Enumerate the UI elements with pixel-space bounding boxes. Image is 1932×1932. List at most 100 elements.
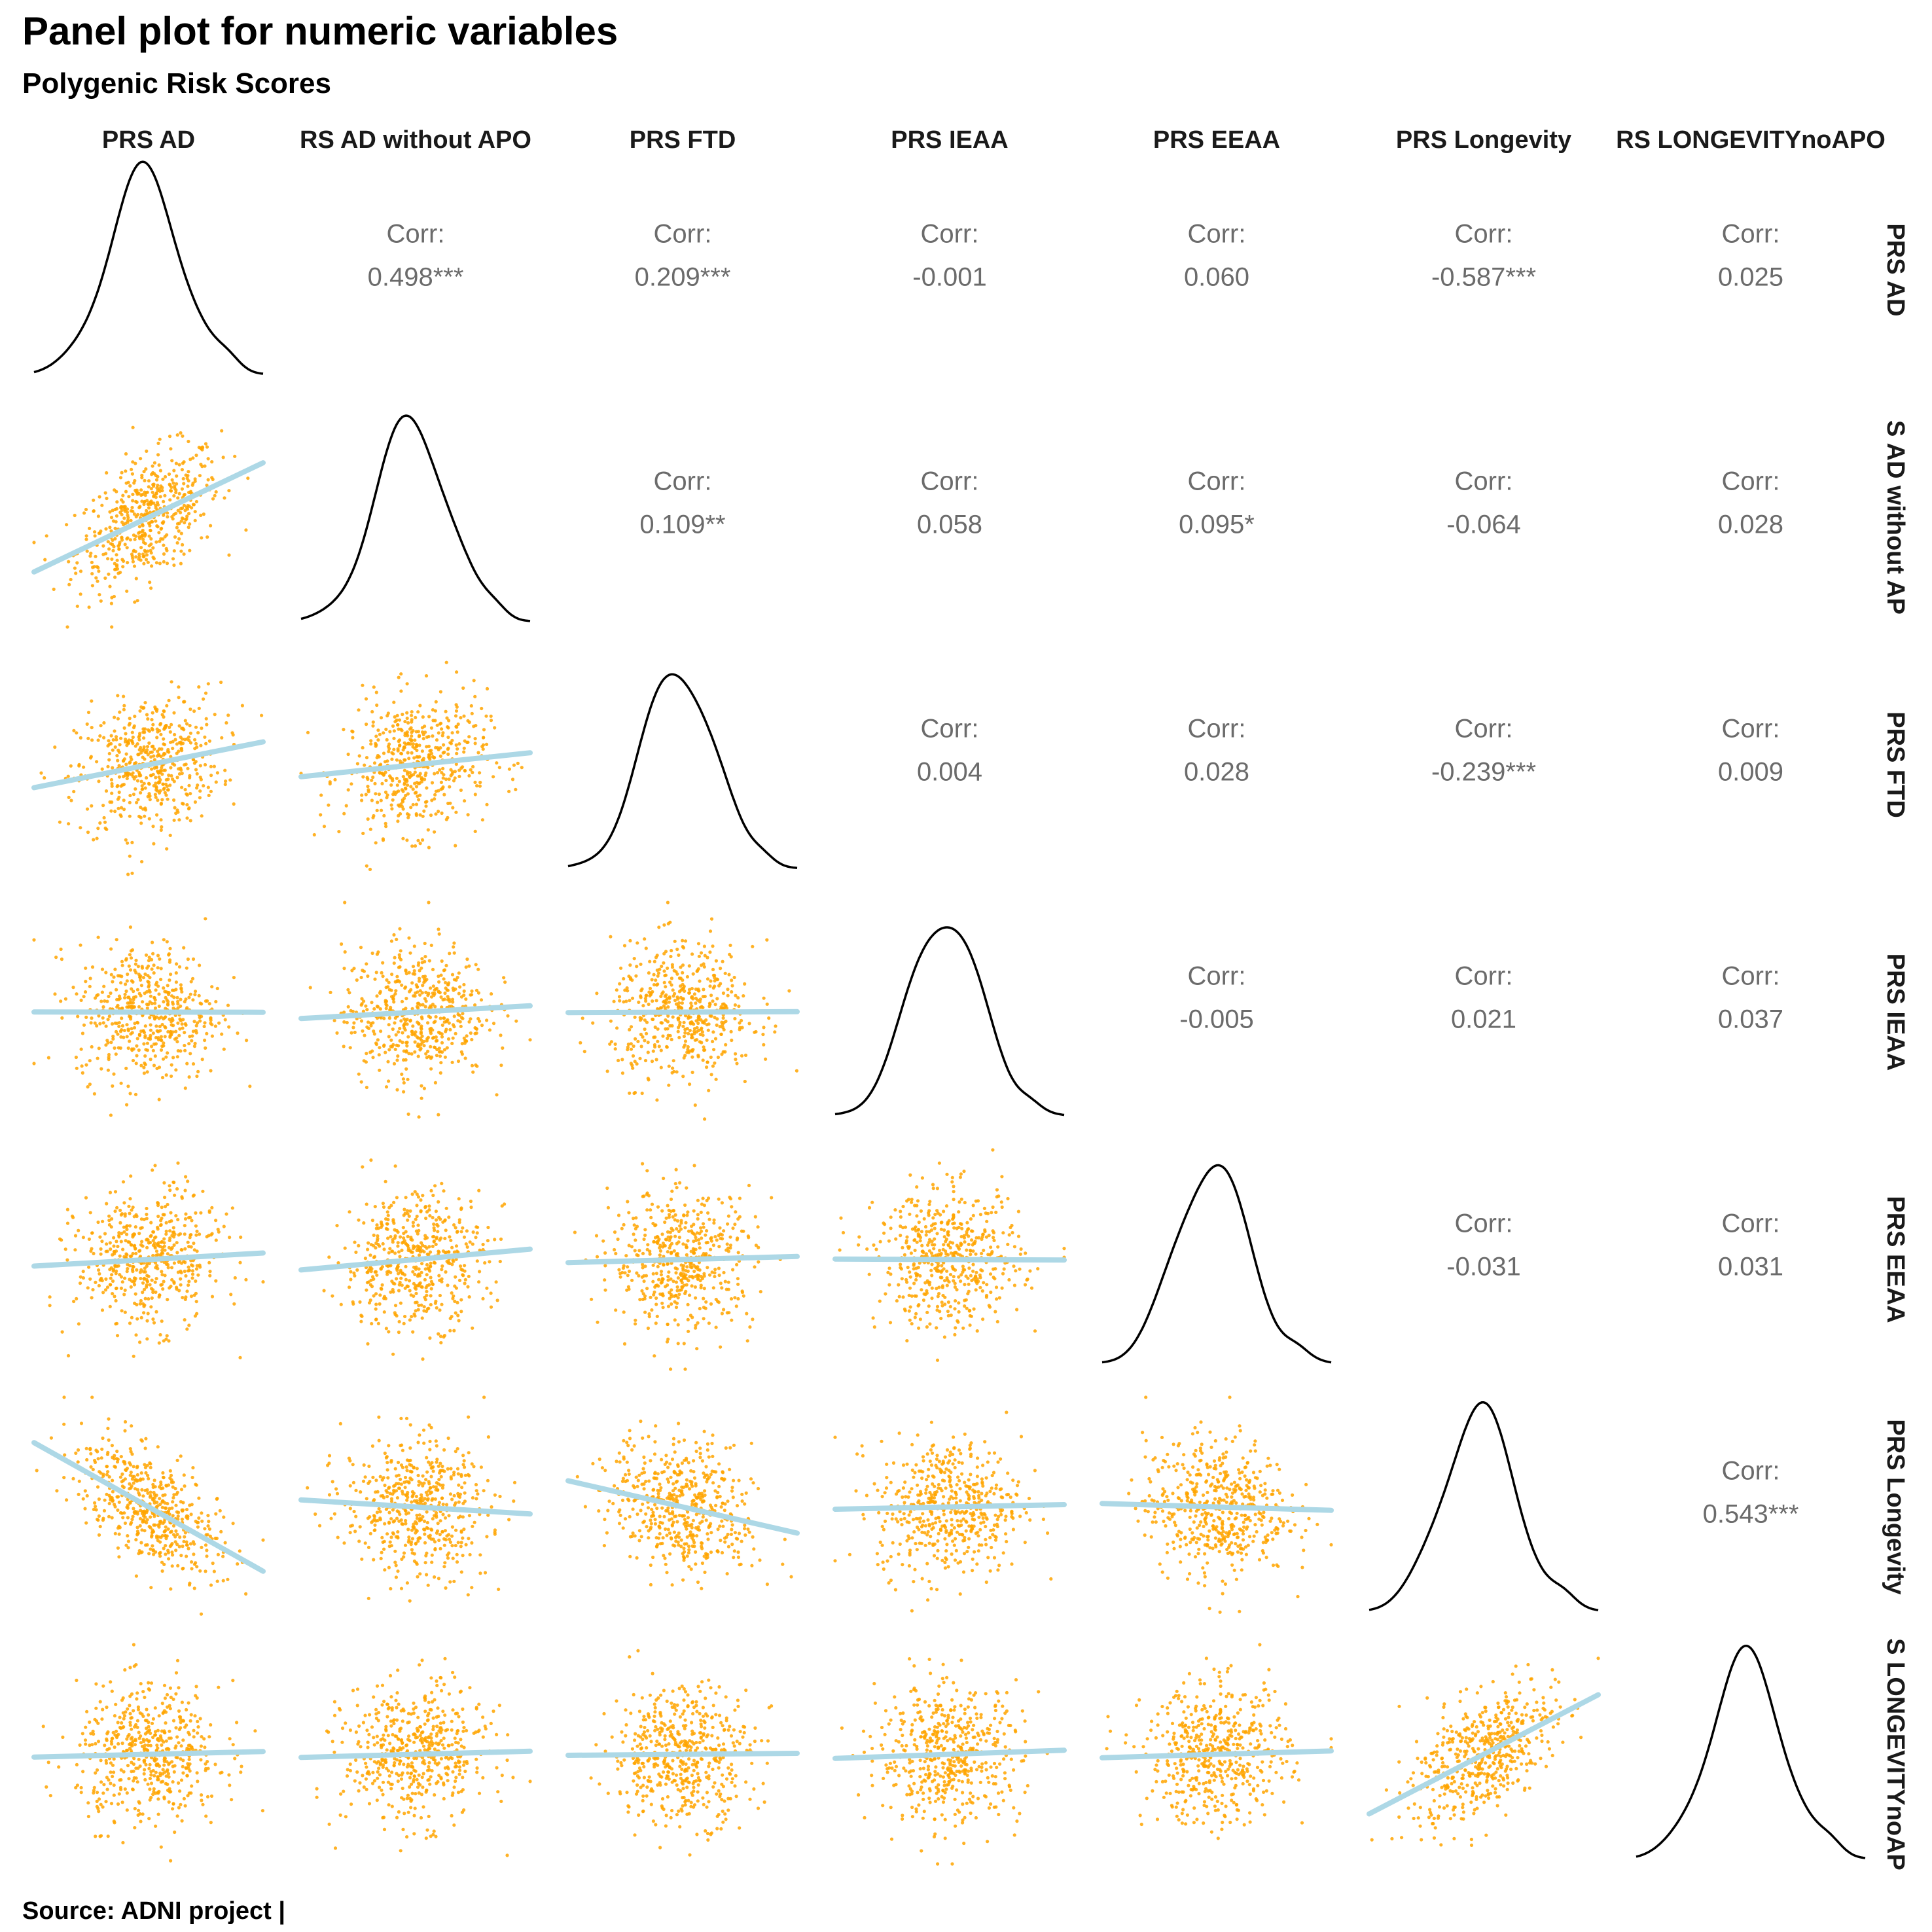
scatter-point [107, 751, 111, 756]
scatter-point [857, 1235, 861, 1239]
scatter-point [174, 1214, 178, 1218]
scatter-point [391, 1287, 395, 1292]
scatter-point [174, 980, 178, 984]
scatter-point [354, 1250, 358, 1254]
scatter-point [149, 1023, 152, 1027]
scatter-point [413, 738, 417, 742]
scatter-point [401, 836, 405, 840]
scatter-point [140, 1240, 144, 1243]
scatter-point [169, 1284, 173, 1288]
scatter-point [715, 1238, 719, 1242]
scatter-point [682, 1034, 686, 1039]
scatter-point [459, 716, 463, 720]
scatter-point [202, 512, 206, 516]
scatter-point [185, 1289, 189, 1293]
scatter-point [158, 1293, 162, 1297]
scatter-point [99, 999, 103, 1003]
scatter-point [104, 552, 108, 556]
scatter-point [438, 746, 442, 750]
scatter-point [516, 761, 520, 765]
scatter-point [632, 957, 636, 961]
scatter-point [166, 1003, 170, 1007]
scatter-point [736, 1282, 740, 1286]
scatter-point [224, 721, 228, 725]
scatter-point [436, 1230, 440, 1234]
scatter-point [675, 972, 679, 976]
scatter-point [692, 992, 696, 996]
scatter-point [161, 1057, 166, 1061]
scatter-point [197, 706, 201, 710]
scatter-point [84, 1063, 88, 1067]
scatter-point [161, 1287, 165, 1291]
scatter-point [382, 751, 386, 755]
scatter-point [659, 1273, 664, 1277]
scatter-point [743, 1079, 747, 1084]
scatter-point [664, 985, 668, 989]
scatter-point [376, 1237, 380, 1241]
scatter-point [392, 1062, 397, 1065]
scatter-point [366, 817, 370, 821]
scatter-point [147, 985, 151, 989]
scatter-point [375, 994, 379, 998]
scatter-point [670, 1037, 673, 1041]
scatter-point [985, 1283, 989, 1287]
scatter-point [209, 774, 213, 778]
scatter-point [459, 1298, 463, 1302]
scatter-point [169, 766, 173, 770]
scatter-point [403, 1028, 407, 1032]
scatter-point [690, 1004, 694, 1008]
scatter-point [138, 709, 142, 713]
scatter-point [145, 776, 149, 780]
scatter-point [362, 999, 366, 1003]
scatter-point [677, 1035, 681, 1039]
scatter-point [384, 825, 388, 829]
scatter-point [214, 1219, 218, 1223]
scatter-point [692, 1269, 696, 1274]
scatter-point [680, 1001, 684, 1005]
scatter-point [121, 565, 125, 569]
scatter-point [391, 1027, 395, 1031]
corr-value: -0.587*** [1431, 263, 1536, 292]
scatter-point [177, 492, 181, 495]
panel-r1-c4: Corr:0.095* [1179, 467, 1255, 539]
scatter-point [131, 560, 135, 564]
scatter-point [682, 1283, 686, 1287]
scatter-point [156, 1202, 160, 1206]
scatter-point [370, 951, 374, 956]
scatter-point [143, 814, 147, 818]
scatter-point [679, 1278, 683, 1282]
scatter-point [161, 521, 165, 525]
scatter-point [107, 572, 111, 576]
scatter-point [471, 1326, 474, 1330]
scatter-point [463, 1264, 467, 1268]
scatter-point [659, 1270, 664, 1274]
scatter-point [397, 814, 401, 817]
scatter-point [759, 1290, 762, 1294]
scatter-point [457, 1319, 461, 1323]
scatter-point [82, 1023, 86, 1027]
scatter-point [174, 461, 178, 465]
scatter-point [733, 1223, 737, 1226]
scatter-point [402, 1213, 406, 1217]
scatter-point [433, 1081, 438, 1084]
scatter-point [695, 1030, 699, 1034]
scatter-point [582, 1050, 586, 1054]
panel-r1-c1 [300, 414, 531, 622]
scatter-point [416, 1036, 420, 1040]
scatter-point [60, 1330, 64, 1334]
scatter-point [188, 774, 192, 778]
scatter-point [110, 1273, 114, 1277]
scatter-point [121, 493, 125, 497]
scatter-point [185, 1327, 189, 1331]
scatter-point [395, 1314, 399, 1318]
scatter-point [116, 759, 120, 762]
scatter-point [459, 1310, 463, 1314]
scatter-point [171, 1030, 175, 1034]
scatter-point [82, 511, 86, 515]
scatter-point [342, 1020, 346, 1024]
scatter-point [373, 781, 377, 785]
scatter-point [111, 766, 115, 770]
scatter-point [721, 1026, 725, 1029]
scatter-point [129, 509, 134, 513]
scatter-point [370, 1001, 374, 1005]
